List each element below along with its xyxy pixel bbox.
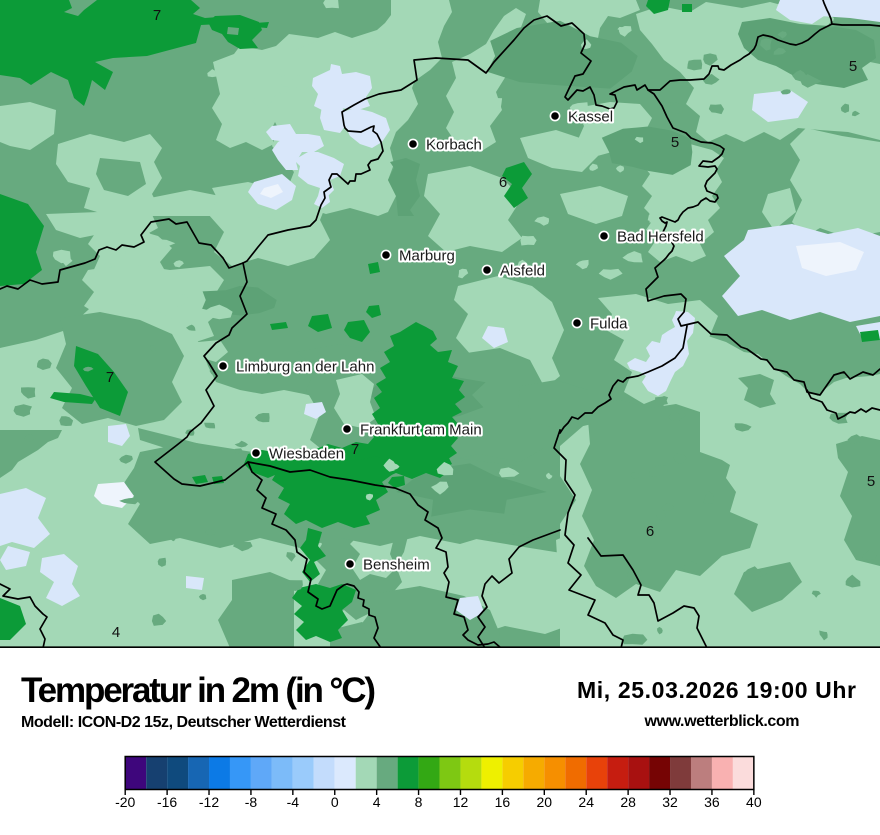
svg-text:-12: -12 [199,794,219,810]
svg-text:Alsfeld: Alsfeld [500,263,545,280]
svg-text:Fulda: Fulda [590,316,628,333]
svg-text:Wiesbaden: Wiesbaden [269,446,344,463]
svg-text:Marburg: Marburg [399,248,455,265]
svg-text:5: 5 [849,58,857,75]
svg-text:Limburg an der Lahn: Limburg an der Lahn [236,359,374,376]
svg-text:7: 7 [106,369,114,386]
svg-text:20: 20 [537,794,553,810]
svg-text:6: 6 [646,523,654,540]
svg-text:32: 32 [662,794,678,810]
svg-text:Bensheim: Bensheim [363,557,430,574]
svg-text:Kassel: Kassel [568,109,613,126]
svg-text:7: 7 [153,7,161,24]
svg-text:6: 6 [499,174,507,191]
svg-text:Korbach: Korbach [426,137,482,154]
svg-text:-8: -8 [245,794,258,810]
svg-text:-4: -4 [287,794,300,810]
svg-text:7: 7 [351,441,359,458]
svg-text:36: 36 [704,794,720,810]
svg-text:Frankfurt am Main: Frankfurt am Main [360,422,482,439]
svg-text:Bad Hersfeld: Bad Hersfeld [617,229,704,246]
svg-text:8: 8 [415,794,423,810]
svg-text:28: 28 [620,794,636,810]
svg-text:www.wetterblick.com: www.wetterblick.com [644,713,800,730]
svg-text:4: 4 [373,794,381,810]
svg-text:-20: -20 [115,794,135,810]
svg-text:-16: -16 [157,794,177,810]
svg-text:24: 24 [578,794,594,810]
svg-text:40: 40 [746,794,762,810]
svg-text:0: 0 [331,794,339,810]
svg-text:Modell: ICON-D2 15z, Deutscher: Modell: ICON-D2 15z, Deutscher Wetterdie… [21,714,347,731]
svg-text:4: 4 [112,624,120,641]
svg-text:16: 16 [495,794,511,810]
svg-text:5: 5 [671,134,679,151]
svg-text:12: 12 [453,794,469,810]
svg-text:5: 5 [867,473,875,490]
svg-text:Mi, 25.03.2026 19:00 Uhr: Mi, 25.03.2026 19:00 Uhr [577,677,856,703]
svg-text:Temperatur in 2m (in °C): Temperatur in 2m (in °C) [21,671,376,710]
